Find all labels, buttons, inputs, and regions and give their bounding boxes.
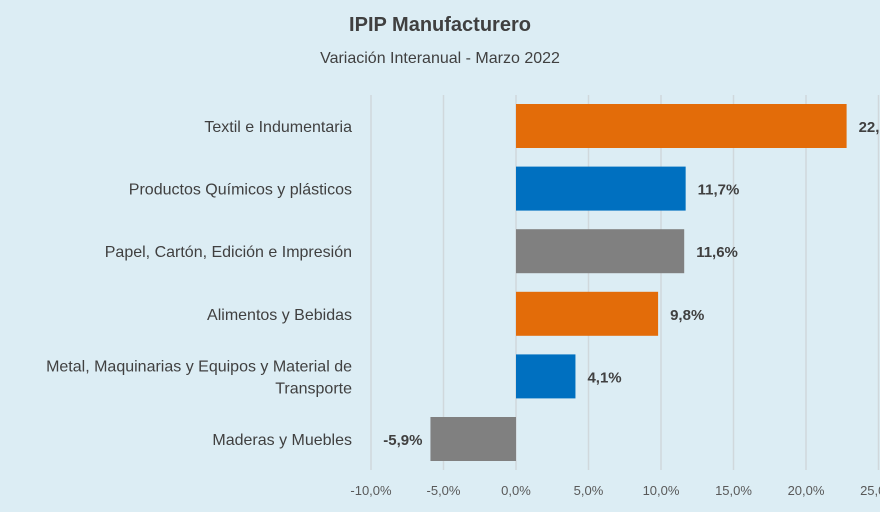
chart-title: IPIP Manufacturero (349, 14, 531, 36)
bar (516, 104, 847, 148)
bar (516, 229, 685, 274)
category-label: Metal, Maquinarias y Equipos y Material … (46, 358, 352, 375)
bar (516, 354, 576, 399)
data-label: 11,6% (696, 244, 738, 261)
tick-label: -10,0% (350, 483, 392, 498)
category-label: Productos Químicos y plásticos (129, 182, 352, 199)
bar (516, 291, 659, 336)
tick-label: 20,0% (788, 483, 825, 498)
category-label: Transporte (275, 380, 352, 397)
data-label: 11,7% (698, 182, 740, 199)
category-label: Papel, Cartón, Edición e Impresión (105, 244, 352, 261)
tick-label: -5,0% (427, 483, 461, 498)
tick-label: 5,0% (574, 483, 604, 498)
data-label: 9,8% (670, 307, 704, 324)
data-label: 4,1% (587, 369, 621, 386)
tick-label: 15,0% (715, 483, 752, 498)
category-label: Textil e Indumentaria (204, 119, 352, 136)
category-label: Maderas y Muebles (212, 432, 352, 449)
bar (516, 166, 686, 211)
tick-label: 25,0% (860, 483, 880, 498)
bar (430, 417, 516, 461)
tick-label: 0,0% (501, 483, 531, 498)
data-label: 22, (859, 119, 880, 136)
chart-subtitle: Variación Interanual - Marzo 2022 (320, 50, 560, 67)
data-label: -5,9% (383, 432, 422, 449)
tick-label: 10,0% (643, 483, 680, 498)
category-label: Alimentos y Bebidas (207, 307, 352, 324)
